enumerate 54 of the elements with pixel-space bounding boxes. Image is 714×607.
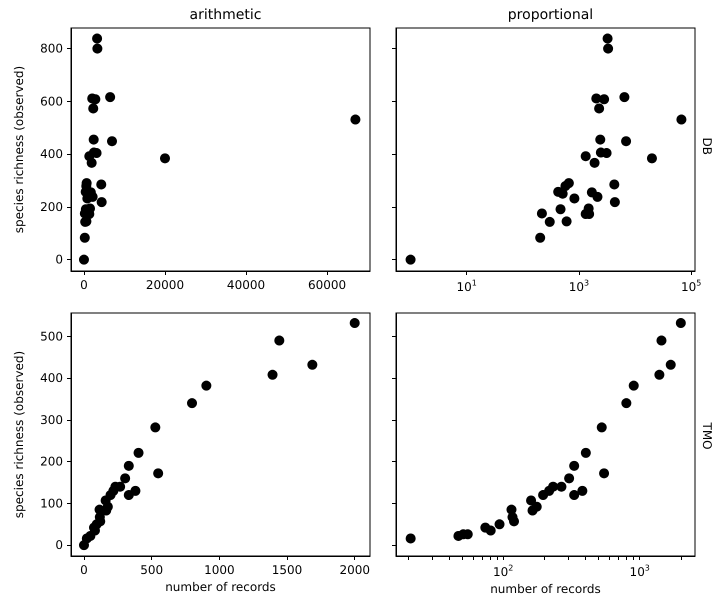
y-tick-label: 800 xyxy=(40,42,63,56)
x-tick-label: 0 xyxy=(80,563,88,577)
point xyxy=(96,197,107,208)
point xyxy=(120,473,130,484)
y-tick-label: 400 xyxy=(40,147,63,162)
point xyxy=(88,103,98,114)
x-tick-label: 2000 xyxy=(339,563,370,577)
chart-title: proportional xyxy=(508,7,594,23)
point xyxy=(307,360,318,370)
x-axis-title: number of records xyxy=(490,582,601,596)
y-tick-label: 0 xyxy=(55,252,63,267)
point xyxy=(105,92,116,102)
point xyxy=(88,134,99,145)
point xyxy=(350,318,360,328)
point xyxy=(102,502,113,512)
y-axis-title: species richness (observed) xyxy=(12,66,26,234)
point xyxy=(80,232,90,243)
point xyxy=(160,153,170,164)
point xyxy=(107,136,117,146)
point xyxy=(201,380,212,391)
y-tick-label: 100 xyxy=(40,496,63,510)
y-tick-label: 200 xyxy=(40,454,63,469)
x-tick-label: 40000 xyxy=(226,278,266,292)
y-tick-label: 600 xyxy=(40,94,63,108)
point xyxy=(268,370,278,380)
point xyxy=(134,448,144,458)
y2-axis-title: TMO xyxy=(700,422,714,450)
y2-axis-title: DB xyxy=(700,138,714,155)
point xyxy=(153,468,164,478)
point xyxy=(150,422,160,432)
point xyxy=(92,44,102,54)
x-tick-label: 0 xyxy=(80,278,88,292)
point xyxy=(86,158,97,168)
chart-title: arithmetic xyxy=(190,7,262,23)
y-tick-label: 500 xyxy=(40,329,63,344)
x-tick-label: 60000 xyxy=(308,278,346,292)
x-tick-label: 500 xyxy=(140,563,164,577)
x-tick-label: 1000 xyxy=(204,563,235,577)
y-tick-label: 400 xyxy=(40,371,63,386)
point xyxy=(187,398,198,408)
y-tick-label: 0 xyxy=(55,538,63,552)
point xyxy=(96,179,106,190)
x-tick-label: 1500 xyxy=(272,563,302,577)
point xyxy=(92,34,102,44)
point xyxy=(130,486,140,496)
point xyxy=(78,254,89,265)
y-tick-label: 200 xyxy=(40,200,63,214)
x-tick-label: 20000 xyxy=(146,278,184,292)
point xyxy=(274,336,284,346)
point xyxy=(350,114,360,125)
x-axis-title: number of records xyxy=(165,580,276,594)
y-tick-label: 300 xyxy=(40,412,63,427)
point xyxy=(124,460,134,471)
y-axis-title: species richness (observed) xyxy=(12,350,26,518)
